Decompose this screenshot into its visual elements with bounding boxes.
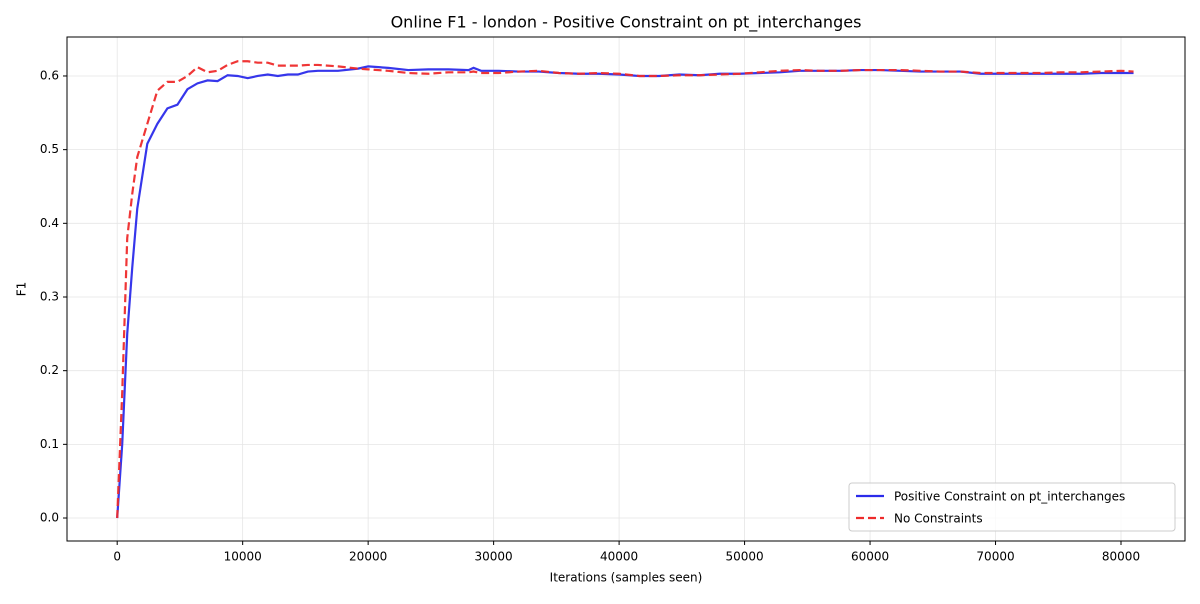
x-tick-label: 0 [113, 550, 121, 564]
x-tick-label: 20000 [349, 550, 387, 564]
series-line [116, 65, 1134, 519]
y-axis-label: F1 [15, 282, 29, 297]
x-tick-label: 70000 [976, 550, 1014, 564]
x-tick-label: 80000 [1102, 550, 1140, 564]
y-tick-label: 0.4 [40, 216, 59, 230]
x-tick-label: 40000 [600, 550, 638, 564]
x-tick-label: 50000 [725, 550, 763, 564]
y-tick-label: 0.5 [40, 142, 59, 156]
legend-label: No Constraints [894, 512, 983, 526]
legend-label: Positive Constraint on pt_interchanges [894, 490, 1125, 504]
y-tick-label: 0.0 [40, 511, 59, 525]
x-axis-label: Iterations (samples seen) [550, 571, 703, 585]
legend-box [848, 482, 1176, 532]
x-tick-label: 10000 [224, 550, 262, 564]
x-tick-label: 60000 [851, 550, 889, 564]
y-tick-label: 0.6 [40, 68, 59, 82]
y-tick-label: 0.1 [40, 437, 59, 451]
x-tick-label: 30000 [475, 550, 513, 564]
y-tick-label: 0.2 [40, 363, 59, 377]
chart-title: Online F1 - london - Positive Constraint… [391, 13, 862, 33]
y-tick-label: 0.3 [40, 289, 59, 303]
plot-frame [66, 36, 1186, 542]
